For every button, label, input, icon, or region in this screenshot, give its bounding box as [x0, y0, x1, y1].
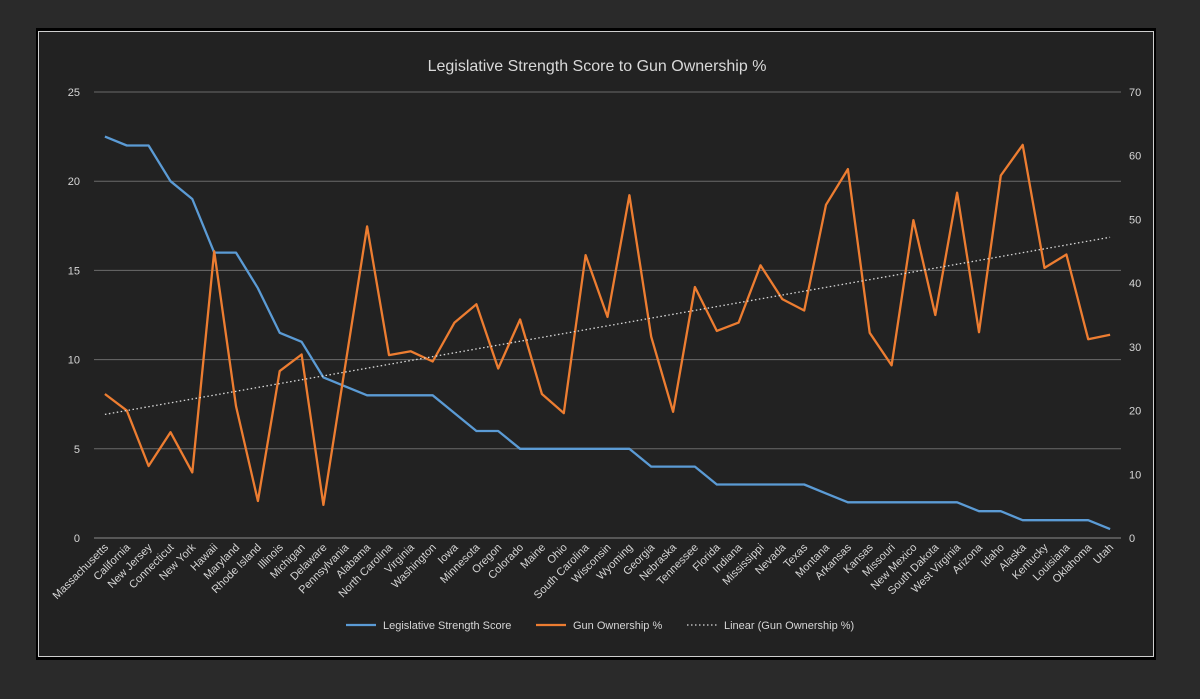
legend-label: Gun Ownership %	[573, 620, 662, 632]
left-tick-label: 0	[74, 533, 80, 545]
right-tick-label: 70	[1129, 87, 1141, 99]
right-tick-label: 60	[1129, 151, 1141, 163]
legend-label: Legislative Strength Score	[383, 620, 511, 632]
left-tick-label: 15	[68, 265, 80, 277]
legend: Legislative Strength Score Gun Ownership …	[346, 620, 854, 632]
left-tick-label: 10	[68, 355, 80, 367]
right-tick-label: 50	[1129, 214, 1141, 226]
chart-svg: Legislative Strength Score to Gun Owners…	[51, 58, 1142, 632]
series-layer	[104, 135, 1111, 531]
left-axis: 0 5 10 15 20 25	[68, 87, 80, 545]
category-label: Utah	[1091, 542, 1116, 567]
right-axis: 0 10 20 30 40 50 60 70	[1129, 87, 1141, 545]
right-tick-label: 20	[1129, 406, 1141, 418]
chart-area: Legislative Strength Score to Gun Owners…	[38, 31, 1154, 657]
category-label: Maine	[518, 542, 548, 572]
left-tick-label: 5	[74, 444, 80, 456]
right-tick-label: 10	[1129, 469, 1141, 481]
trendline	[104, 236, 1111, 416]
legislative-score-line	[104, 135, 1111, 531]
left-tick-label: 25	[68, 87, 80, 99]
chart-title: Legislative Strength Score to Gun Owners…	[428, 58, 767, 75]
left-tick-label: 20	[68, 176, 80, 188]
gun-ownership-line	[104, 143, 1111, 507]
right-tick-label: 0	[1129, 533, 1135, 545]
right-tick-label: 40	[1129, 278, 1141, 290]
right-tick-label: 30	[1129, 342, 1141, 354]
legend-label: Linear (Gun Ownership %)	[724, 620, 854, 632]
